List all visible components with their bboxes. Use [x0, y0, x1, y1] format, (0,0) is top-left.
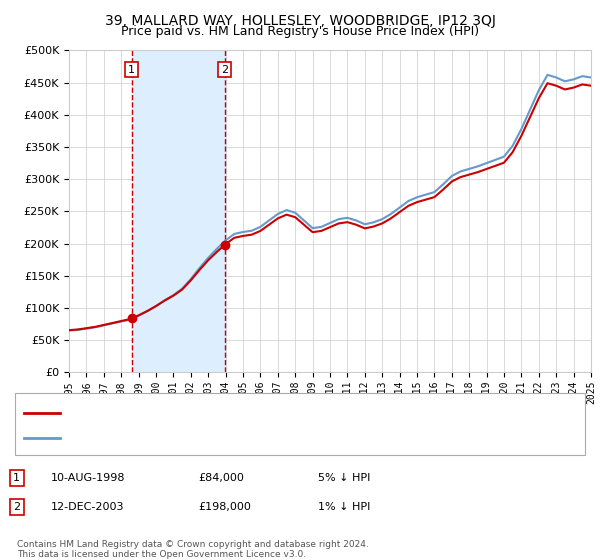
Text: 12-DEC-2003: 12-DEC-2003	[51, 502, 125, 512]
Text: £198,000: £198,000	[198, 502, 251, 512]
Text: £84,000: £84,000	[198, 473, 244, 483]
Text: 5% ↓ HPI: 5% ↓ HPI	[318, 473, 370, 483]
Text: 1% ↓ HPI: 1% ↓ HPI	[318, 502, 370, 512]
Text: 10-AUG-1998: 10-AUG-1998	[51, 473, 125, 483]
Text: Contains HM Land Registry data © Crown copyright and database right 2024.
This d: Contains HM Land Registry data © Crown c…	[17, 540, 368, 559]
Text: 39, MALLARD WAY, HOLLESLEY, WOODBRIDGE, IP12 3QJ: 39, MALLARD WAY, HOLLESLEY, WOODBRIDGE, …	[104, 14, 496, 28]
Text: HPI: Average price, detached house, East Suffolk: HPI: Average price, detached house, East…	[69, 433, 341, 443]
Text: 1: 1	[13, 473, 20, 483]
Text: 2: 2	[221, 65, 228, 74]
Text: 1: 1	[128, 65, 135, 74]
Text: 39, MALLARD WAY, HOLLESLEY, WOODBRIDGE, IP12 3QJ (detached house): 39, MALLARD WAY, HOLLESLEY, WOODBRIDGE, …	[69, 408, 484, 418]
Text: 2: 2	[13, 502, 20, 512]
Text: Price paid vs. HM Land Registry's House Price Index (HPI): Price paid vs. HM Land Registry's House …	[121, 25, 479, 38]
Bar	[131, 50, 225, 372]
